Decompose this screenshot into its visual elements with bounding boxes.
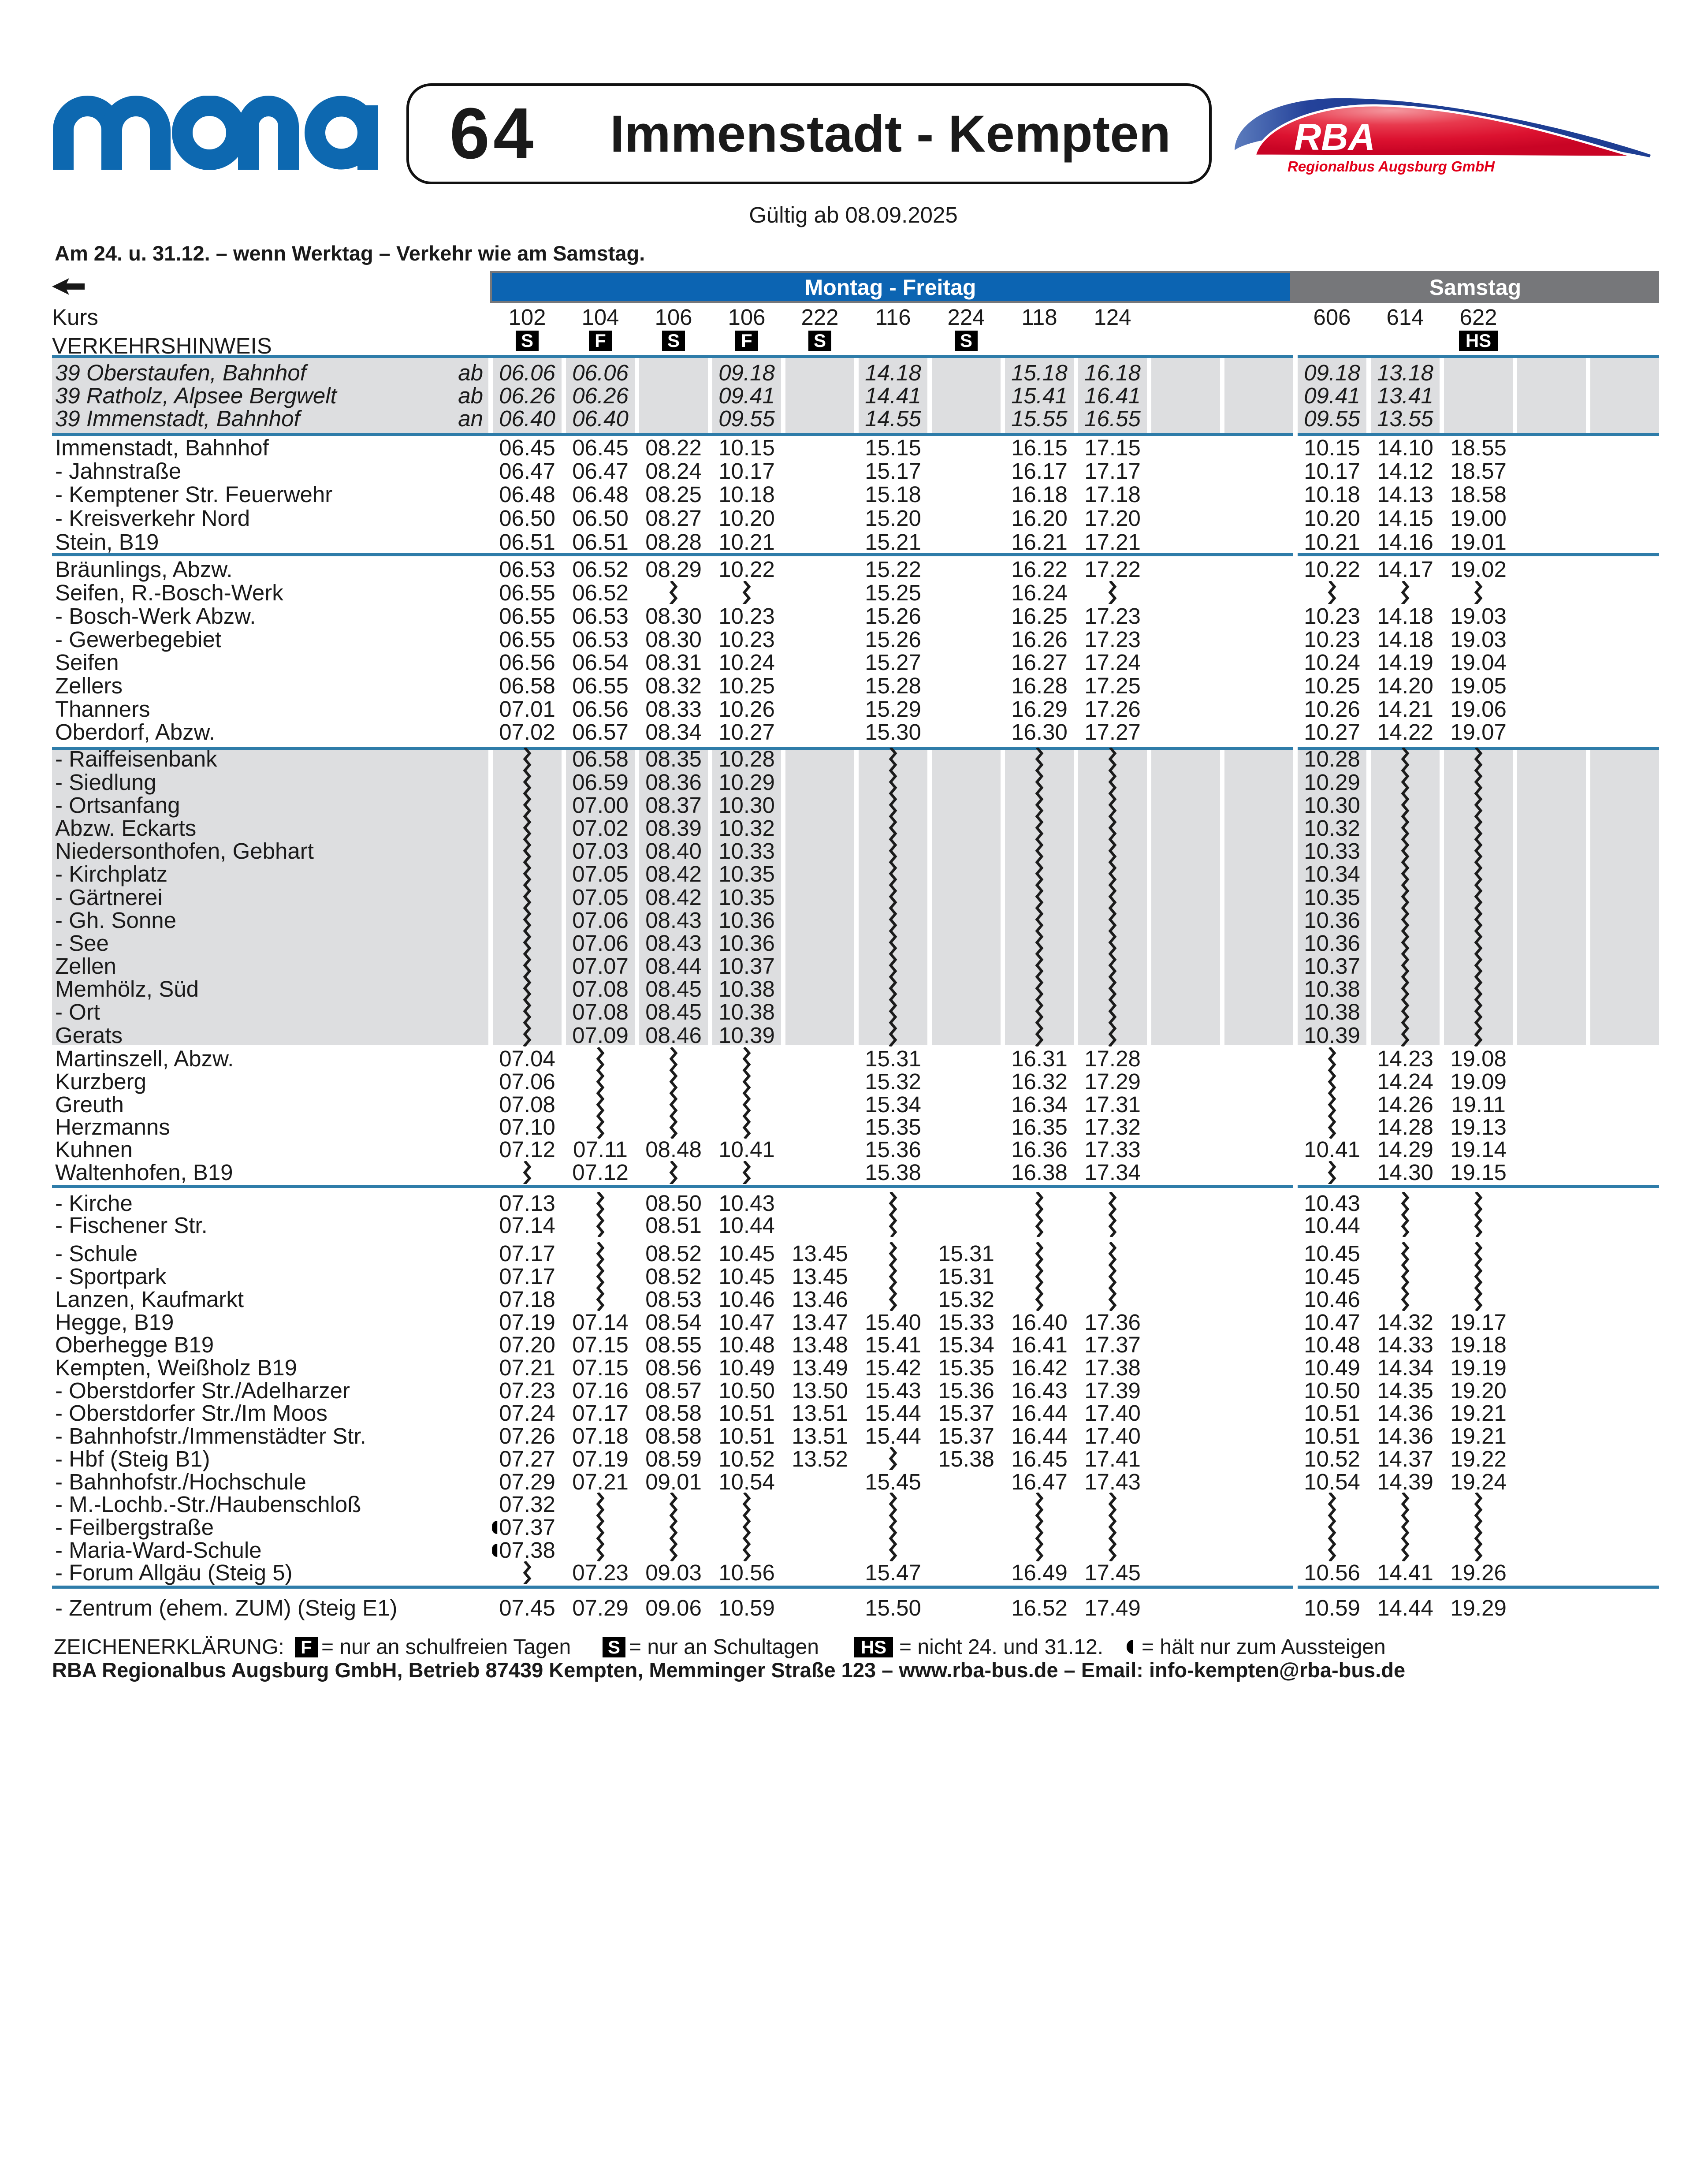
svg-text:Regionalbus Augsburg GmbH: Regionalbus Augsburg GmbH: [1288, 158, 1495, 175]
svg-text:RBA: RBA: [1294, 116, 1375, 158]
